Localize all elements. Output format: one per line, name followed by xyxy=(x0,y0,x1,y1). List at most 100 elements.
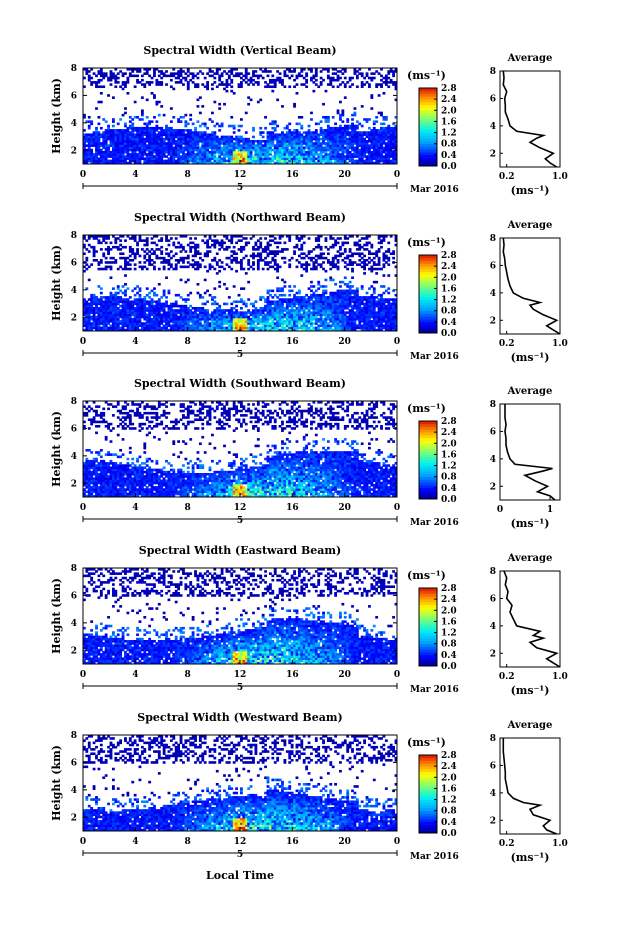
heatmap-cell xyxy=(247,96,251,99)
heatmap-cell xyxy=(302,68,306,71)
heatmap-cell xyxy=(363,161,366,165)
heatmap-cell xyxy=(211,302,214,306)
heatmap-cell xyxy=(271,300,275,304)
heatmap-cell xyxy=(179,155,183,158)
heatmap-cell xyxy=(339,133,342,137)
heatmap-cell xyxy=(235,269,238,273)
heatmap-cell xyxy=(145,241,149,245)
heatmap-cell xyxy=(334,317,338,321)
heatmap-cell xyxy=(319,300,323,304)
heatmap-cell xyxy=(191,317,195,321)
heatmap-cell xyxy=(165,304,168,308)
heatmap-cell xyxy=(252,155,255,158)
heatmap-cell xyxy=(271,89,275,93)
heatmap-cell xyxy=(353,326,357,330)
heatmap-cell xyxy=(201,259,205,262)
heatmap-cell xyxy=(157,256,161,260)
heatmap-cell xyxy=(317,324,321,328)
heatmap-cell xyxy=(230,140,234,143)
heatmap-cell xyxy=(155,155,159,158)
heatmap-cell xyxy=(148,142,152,145)
heatmap-cell xyxy=(109,129,113,132)
heatmap-cell xyxy=(92,320,96,323)
heatmap-cell xyxy=(305,263,309,266)
heatmap-cell xyxy=(121,142,125,145)
heatmap-cell xyxy=(242,320,246,323)
heatmap-cell xyxy=(97,142,101,145)
heatmap-cell xyxy=(227,313,231,317)
heatmap-cell xyxy=(351,267,354,271)
heatmap-cell xyxy=(102,155,106,158)
heatmap-cell xyxy=(360,150,364,154)
heatmap-cell xyxy=(138,293,142,297)
heatmap-cell xyxy=(302,131,306,134)
heatmap-cell xyxy=(353,324,357,328)
heatmap-cell xyxy=(133,317,137,321)
heatmap-cell xyxy=(157,328,161,332)
heatmap-cell xyxy=(140,153,144,156)
heatmap-cell xyxy=(288,317,292,321)
heatmap-cell xyxy=(382,122,386,126)
heatmap-cell xyxy=(264,263,267,266)
heatmap-cell xyxy=(165,317,168,321)
heatmap-cell xyxy=(140,328,144,332)
heatmap-cell xyxy=(223,302,226,306)
heatmap-cell xyxy=(201,302,205,306)
heatmap-cell xyxy=(353,107,357,110)
heatmap-cell xyxy=(348,300,352,304)
heatmap-cell xyxy=(194,137,197,141)
heatmap-cell xyxy=(266,159,270,163)
heatmap-cell xyxy=(128,131,132,134)
heatmap-cell xyxy=(157,267,161,271)
heatmap-cell xyxy=(276,302,280,306)
heatmap-cell xyxy=(160,148,164,152)
heatmap-cell xyxy=(153,287,156,290)
heatmap-cell xyxy=(208,315,212,319)
heatmap-cell xyxy=(83,322,86,325)
heatmap-cell xyxy=(307,311,311,314)
heatmap-cell xyxy=(244,74,248,78)
heatmap-cell xyxy=(331,76,335,80)
heatmap-cell xyxy=(107,245,110,249)
heatmap-cell xyxy=(201,326,205,330)
heatmap-cell xyxy=(189,133,193,137)
heatmap-cell xyxy=(119,235,123,238)
heatmap-cell xyxy=(380,111,383,115)
heatmap-cell xyxy=(348,254,352,258)
heatmap-cell xyxy=(148,259,152,262)
heatmap-cell xyxy=(259,243,263,247)
heatmap-cell xyxy=(310,142,313,145)
heatmap-cell xyxy=(297,155,301,158)
colorbar-segment xyxy=(419,163,437,167)
heatmap-cell xyxy=(394,157,398,161)
heatmap-cell xyxy=(293,68,296,71)
heatmap-cell xyxy=(339,309,342,312)
colorbar-segment xyxy=(419,157,437,161)
heatmap-cell xyxy=(99,241,103,245)
heatmap-cell xyxy=(266,137,270,141)
heatmap-cell xyxy=(305,78,309,82)
heatmap-cell xyxy=(392,159,395,163)
heatmap-cell xyxy=(389,161,393,165)
heatmap-cell xyxy=(389,153,393,156)
heatmap-cell xyxy=(150,133,154,137)
heatmap-cell xyxy=(232,315,236,319)
heatmap-cell xyxy=(90,307,94,310)
heatmap-cell xyxy=(297,315,301,319)
heatmap-cell xyxy=(380,126,383,130)
heatmap-cell xyxy=(99,153,103,156)
heatmap-cell xyxy=(271,137,275,141)
heatmap-cell xyxy=(87,311,91,314)
heatmap-cell xyxy=(184,144,188,147)
heatmap-cell xyxy=(252,320,255,323)
heatmap-cell xyxy=(203,155,207,158)
heatmap-cell xyxy=(254,254,258,258)
heatmap-cell xyxy=(252,146,255,150)
heatmap-cell xyxy=(191,254,195,258)
heatmap-cell xyxy=(157,309,161,312)
heatmap-cell xyxy=(264,307,267,310)
heatmap-cell xyxy=(174,309,178,312)
heatmap-cell xyxy=(256,159,260,163)
heatmap-cell xyxy=(281,150,284,154)
heatmap-cell xyxy=(160,105,164,108)
